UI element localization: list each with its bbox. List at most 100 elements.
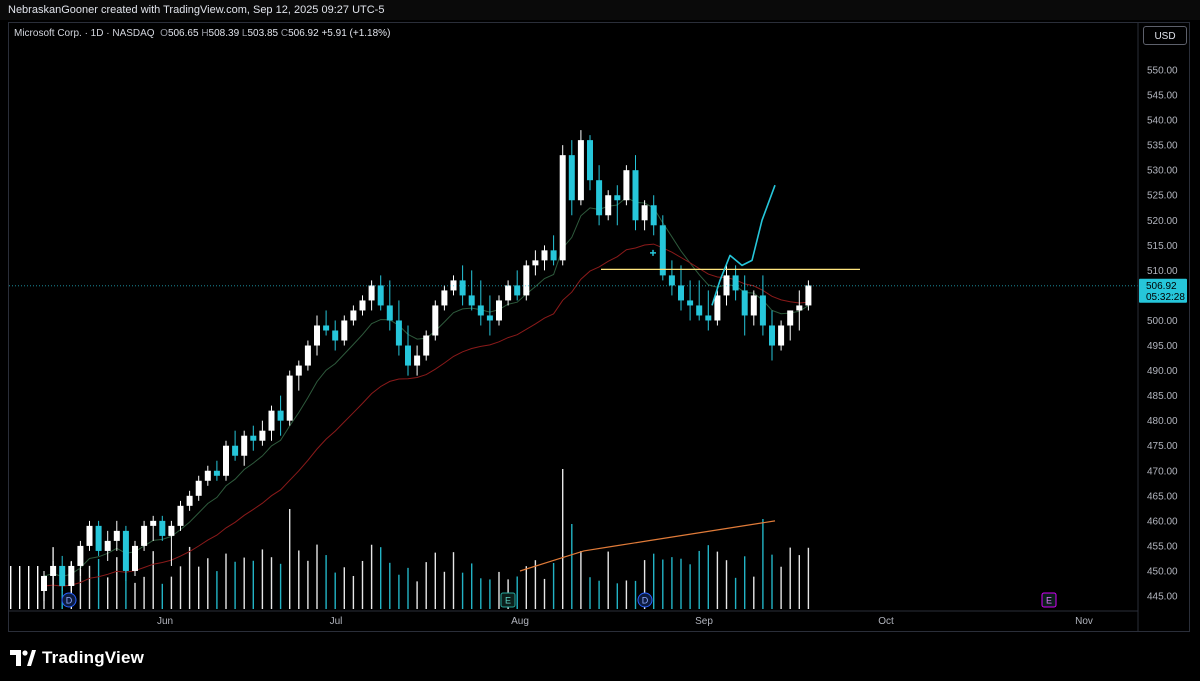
volume-bar: [352, 575, 355, 609]
candle-body: [250, 435, 257, 441]
candle: [787, 310, 794, 341]
marker-icon: [650, 249, 656, 256]
candle: [168, 520, 175, 566]
candle: [204, 465, 211, 486]
volume-bar: [416, 581, 418, 609]
ema-fast-line: [43, 196, 809, 578]
y-tick-label: 545.00: [1147, 91, 1178, 102]
candle-body: [141, 525, 148, 546]
candle-body: [496, 300, 502, 321]
axis-layer: 550.00 545.00 540.00 535.00 530.00 525.00 520.…: [9, 23, 1187, 631]
volume-bar: [598, 580, 600, 609]
y-tick-label: 455.00: [1147, 541, 1178, 552]
volume-bar: [380, 547, 382, 609]
tradingview-logo: TradingView: [10, 648, 144, 668]
candle-body: [232, 445, 239, 456]
event-label: D: [642, 596, 649, 606]
candle-body: [295, 365, 302, 376]
volume-bar: [325, 555, 327, 609]
volume-bar: [671, 557, 673, 609]
candle-body: [505, 285, 512, 301]
close-label: C: [280, 28, 289, 39]
candle-body: [432, 305, 439, 336]
attribution-text: NebraskanGooner created with TradingView…: [8, 4, 385, 16]
candle: [377, 275, 384, 311]
candle-body: [186, 495, 193, 506]
volume-bar: [698, 550, 700, 609]
candle-body: [450, 280, 457, 291]
volume-bar: [225, 553, 227, 609]
candle: [113, 520, 120, 551]
volume-bar: [789, 547, 791, 609]
candle: [505, 280, 512, 306]
volume-bar: [534, 560, 537, 609]
volume-bar: [780, 566, 782, 609]
candle-body: [532, 260, 539, 266]
header-bar: [0, 0, 1200, 20]
candle: [596, 165, 603, 226]
volume-bar: [143, 576, 145, 609]
candle: [614, 185, 621, 226]
candle-body: [732, 275, 739, 291]
y-tick-label: 475.00: [1147, 441, 1178, 452]
moving-average-layer: [43, 196, 809, 587]
volume-bar: [279, 563, 282, 609]
symbol-name[interactable]: Microsoft Corp. · 1D · NASDAQ: [14, 28, 155, 39]
candle: [696, 280, 703, 321]
volume-bar: [471, 563, 473, 609]
candle-body: [614, 195, 621, 201]
volume-bar: [798, 555, 800, 609]
candle: [423, 330, 430, 361]
candle-body: [59, 565, 66, 586]
candle: [268, 405, 275, 441]
x-tick-label: Sep: [695, 616, 713, 627]
volume-bar: [771, 554, 773, 609]
candle-layer[interactable]: [41, 130, 812, 602]
y-tick-label: 495.00: [1147, 341, 1178, 352]
currency-button[interactable]: USD: [1143, 26, 1187, 45]
candle: [241, 430, 248, 466]
candle: [314, 315, 320, 356]
chart-frame: [8, 22, 1190, 632]
y-tick-label: 550.00: [1147, 66, 1178, 77]
candle-body: [678, 285, 684, 301]
volume-bar: [234, 561, 236, 609]
candle: [496, 295, 502, 326]
candle-body: [577, 140, 584, 201]
symbol-legend: Microsoft Corp. · 1D · NASDAQ O506.65 H5…: [14, 28, 390, 39]
volume-bar: [480, 578, 482, 609]
candle: [414, 345, 421, 376]
volume-bar: [79, 569, 82, 609]
candle: [395, 300, 402, 356]
candle-body: [286, 375, 293, 421]
dividend-icon-circle: [637, 592, 653, 608]
candle: [741, 275, 748, 336]
y-tick-label: 525.00: [1147, 191, 1178, 202]
candle-body: [377, 285, 384, 306]
candle-body: [323, 325, 330, 331]
candle: [77, 540, 84, 576]
open-label: O: [160, 28, 168, 39]
candle-body: [122, 530, 129, 571]
x-tick-label: Jun: [157, 616, 173, 627]
volume-bar: [198, 566, 200, 609]
volume-bar: [188, 546, 191, 609]
candle-body: [223, 445, 229, 476]
change-value: +5.91 (+1.18%): [321, 28, 391, 39]
candle-body: [204, 470, 211, 481]
candle: [386, 280, 393, 331]
y-tick-label: 520.00: [1147, 216, 1178, 227]
x-tick-label: Nov: [1075, 616, 1093, 627]
volume-bar: [744, 556, 746, 609]
candle: [195, 475, 202, 501]
candle-body: [668, 275, 675, 286]
volume-bar: [216, 571, 218, 609]
volume-bar: [452, 552, 455, 609]
volume-bar: [307, 560, 309, 609]
candle-body: [350, 310, 357, 321]
y-tick-label: 510.00: [1147, 266, 1178, 277]
candle: [587, 135, 593, 191]
candle: [678, 265, 684, 311]
